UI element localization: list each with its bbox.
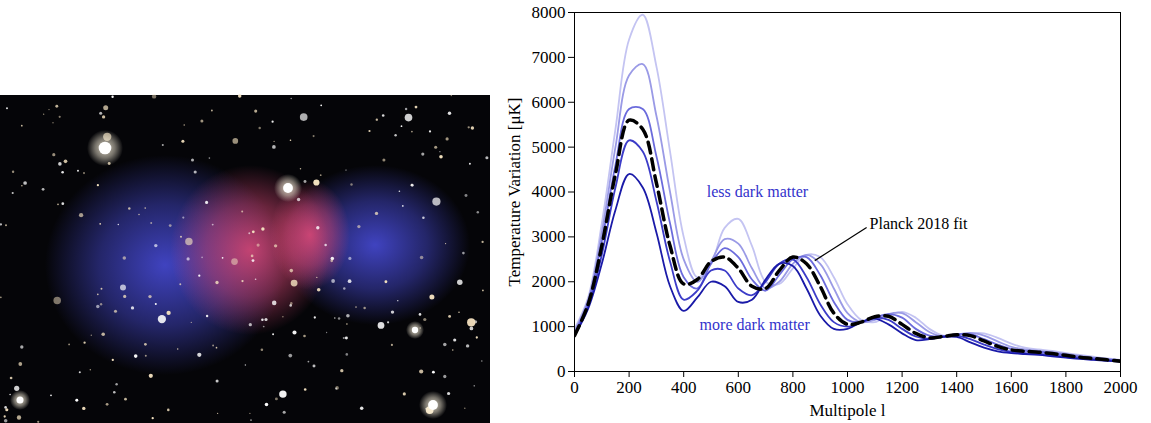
svg-text:2000: 2000 xyxy=(1104,378,1138,397)
svg-text:600: 600 xyxy=(726,378,752,397)
svg-text:4000: 4000 xyxy=(532,182,566,201)
svg-text:1200: 1200 xyxy=(885,378,919,397)
svg-text:5000: 5000 xyxy=(532,138,566,157)
svg-text:1000: 1000 xyxy=(831,378,865,397)
svg-text:0: 0 xyxy=(570,378,579,397)
svg-text:6000: 6000 xyxy=(532,93,566,112)
svg-text:1000: 1000 xyxy=(532,317,566,336)
svg-text:400: 400 xyxy=(671,378,697,397)
svg-text:0: 0 xyxy=(557,362,566,381)
svg-text:Planck 2018 fit: Planck 2018 fit xyxy=(870,215,968,232)
svg-text:8000: 8000 xyxy=(532,3,566,22)
svg-text:1400: 1400 xyxy=(940,378,974,397)
svg-text:less dark matter: less dark matter xyxy=(707,183,809,200)
svg-text:1600: 1600 xyxy=(994,378,1028,397)
svg-text:more dark matter: more dark matter xyxy=(700,316,811,333)
svg-text:Multipole l: Multipole l xyxy=(809,401,885,420)
svg-text:Temperature Variation [μK]: Temperature Variation [μK] xyxy=(505,98,524,287)
svg-text:1800: 1800 xyxy=(1049,378,1083,397)
svg-text:7000: 7000 xyxy=(532,48,566,67)
svg-text:3000: 3000 xyxy=(532,227,566,246)
svg-text:2000: 2000 xyxy=(532,272,566,291)
svg-text:200: 200 xyxy=(616,378,642,397)
svg-text:800: 800 xyxy=(780,378,806,397)
